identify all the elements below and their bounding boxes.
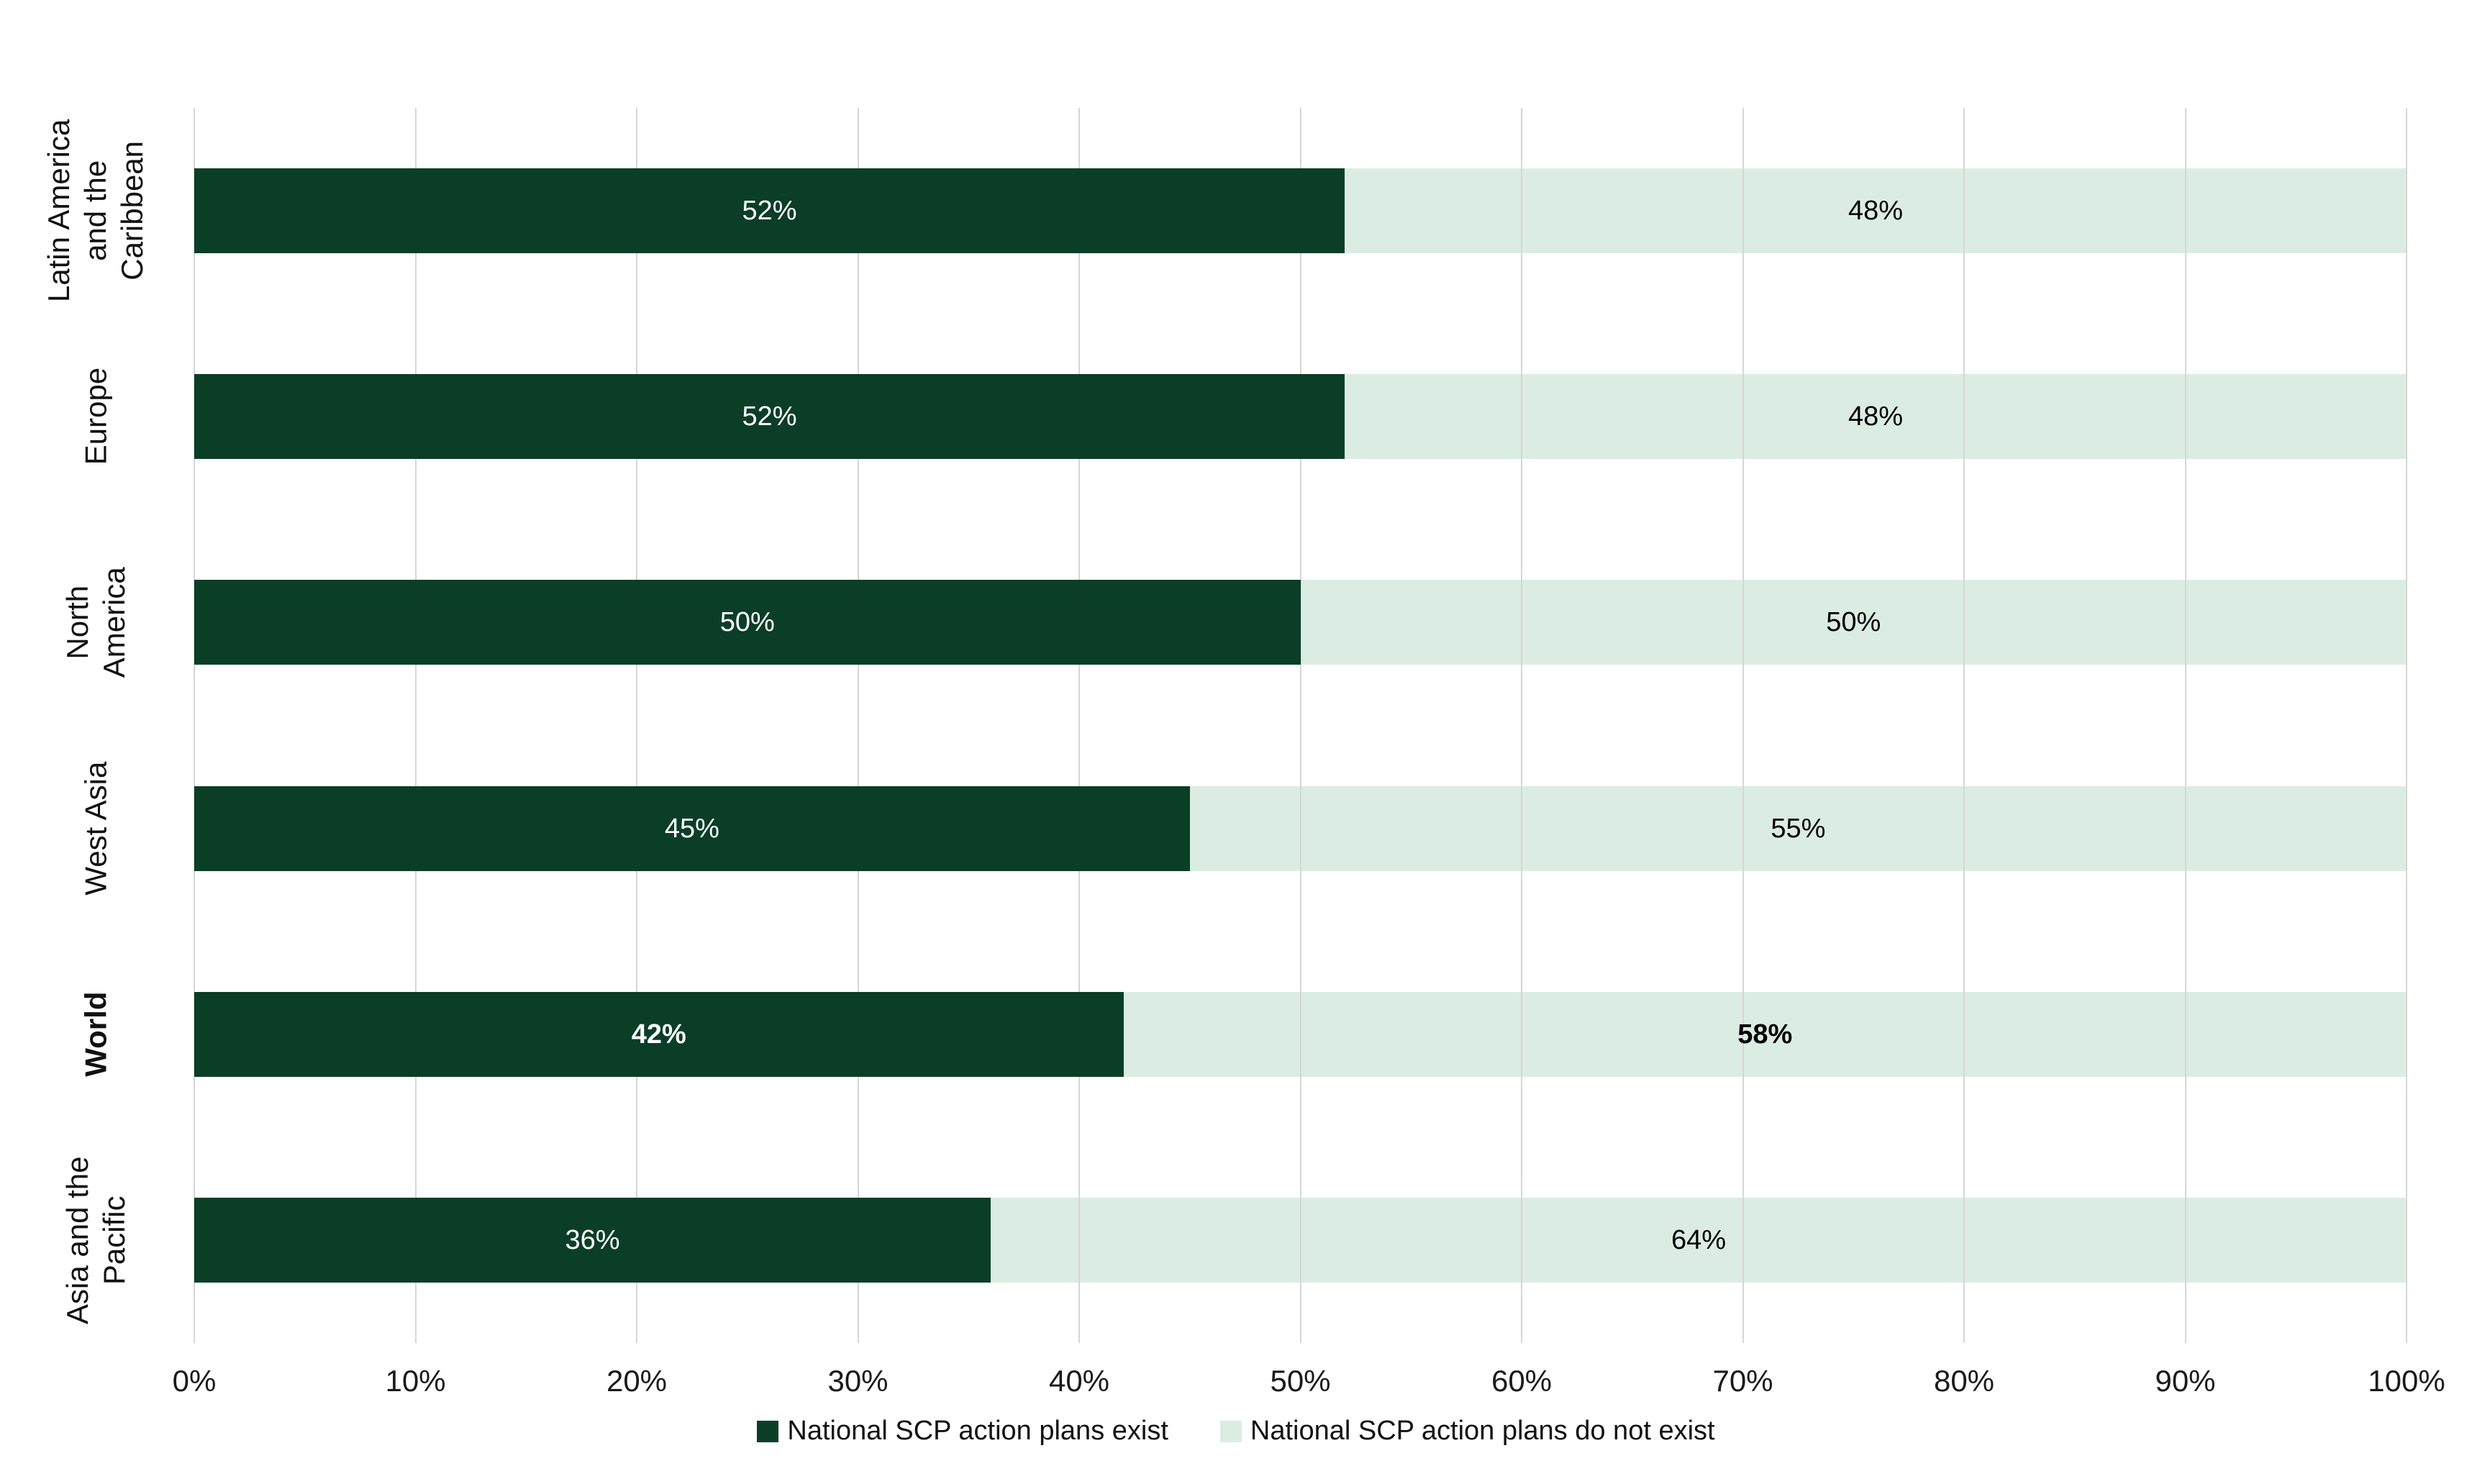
gridline (636, 108, 637, 1343)
gridline (1963, 108, 1965, 1343)
bar-value-label: 36% (565, 1224, 620, 1255)
x-axis-tick-30: 30% (827, 1364, 889, 1398)
bar-segment-plans-do-not-exist[interactable]: 58% (1123, 992, 2407, 1077)
bar-segment-plans-do-not-exist[interactable]: 48% (1345, 168, 2407, 253)
category-label-europe: Europe (4, 314, 188, 519)
plot-area: Latin America and the Caribbean 52% 48% Eu… (42, 108, 2445, 1398)
legend-item-plans-exist[interactable]: National SCP action plans exist (757, 1416, 1168, 1447)
chart-row-north-america: North America 50% 50% (60, 519, 2407, 725)
stacked-bar: 45% 55% (194, 786, 2407, 871)
bar-value-label: 48% (1848, 401, 1904, 432)
bar-segment-plans-exist[interactable]: 50% (194, 580, 1301, 665)
gridline (857, 108, 859, 1343)
bar-value-label: 48% (1848, 195, 1904, 226)
category-label-latin-america: Latin America and the Caribbean (4, 108, 188, 314)
bar-segment-plans-exist[interactable]: 45% (194, 786, 1190, 871)
legend-swatch-light-green (1219, 1420, 1242, 1442)
stacked-bar: 52% 48% (194, 374, 2407, 459)
bar-value-label: 42% (631, 1019, 686, 1050)
bar-value-label: 55% (1771, 813, 1826, 844)
x-axis-tick-0: 0% (172, 1364, 217, 1398)
category-label-text: Latin America and the Caribbean (42, 119, 150, 303)
category-label-text: West Asia (78, 762, 113, 896)
chart-row-asia-pacific: Asia and the Pacific 36% 64% (60, 1137, 2407, 1343)
legend-item-plans-do-not-exist[interactable]: National SCP action plans do not exist (1219, 1416, 1715, 1447)
gridline (1521, 108, 1522, 1343)
bar-value-label: 45% (664, 813, 719, 844)
category-label-text: Europe (78, 368, 113, 465)
bar-value-label: 52% (742, 401, 797, 432)
stacked-bar: 52% 48% (194, 168, 2407, 253)
category-label-north-america: North America (4, 519, 188, 725)
legend: National SCP action plans exist National… (0, 1416, 2472, 1447)
bar-value-label: 64% (1671, 1224, 1727, 1255)
chart-row-world: World 42% 58% (78, 932, 2407, 1137)
gridline (414, 108, 417, 1343)
category-label-text: Asia and the Pacific (60, 1156, 131, 1324)
bar-value-label: 50% (1826, 606, 1881, 637)
bar-segment-plans-do-not-exist[interactable]: 50% (1300, 580, 2407, 665)
gridline (194, 108, 195, 1343)
bar-value-label: 50% (719, 606, 775, 637)
x-axis-tick-70: 70% (1712, 1364, 1773, 1398)
x-axis-tick-40: 40% (1048, 1364, 1110, 1398)
gridline (2184, 108, 2186, 1343)
gridline (1299, 108, 1301, 1343)
x-axis-tick-90: 90% (2155, 1364, 2216, 1398)
bar-segment-plans-exist[interactable]: 42% (194, 992, 1124, 1077)
category-label-asia-pacific: Asia and the Pacific (4, 1137, 188, 1343)
gridline (1742, 108, 1744, 1343)
x-axis-tick-20: 20% (606, 1364, 668, 1398)
bar-segment-plans-do-not-exist[interactable]: 48% (1345, 374, 2407, 459)
x-axis-tick-10: 10% (385, 1364, 446, 1398)
gridline (1078, 108, 1080, 1343)
legend-label: National SCP action plans exist (787, 1416, 1168, 1446)
category-label-west-asia: West Asia (4, 726, 188, 932)
gridline (2406, 108, 2407, 1343)
chart-row-west-asia: West Asia 45% 55% (78, 726, 2407, 932)
bar-segment-plans-do-not-exist[interactable]: 55% (1189, 786, 2407, 871)
bar-segment-plans-exist[interactable]: 36% (194, 1198, 991, 1283)
legend-swatch-dark-green (757, 1420, 779, 1442)
bar-segment-plans-exist[interactable]: 52% (194, 168, 1345, 253)
stacked-bar: 42% 58% (194, 992, 2407, 1077)
x-axis-tick-60: 60% (1491, 1364, 1553, 1398)
x-axis-tick-80: 80% (1933, 1364, 1995, 1398)
bar-segment-plans-do-not-exist[interactable]: 64% (991, 1198, 2407, 1283)
stacked-bar: 50% 50% (194, 580, 2407, 665)
category-label-text: North America (60, 566, 131, 678)
x-axis-tick-50: 50% (1270, 1364, 1331, 1398)
category-label-text: World (78, 991, 113, 1078)
category-label-world: World (4, 932, 188, 1137)
bar-value-label: 58% (1737, 1019, 1793, 1050)
legend-label: National SCP action plans do not exist (1250, 1416, 1715, 1446)
bar-value-label: 52% (742, 195, 797, 226)
bar-segment-plans-exist[interactable]: 52% (194, 374, 1345, 459)
stacked-bar: 36% 64% (194, 1198, 2407, 1283)
x-axis-tick-100: 100% (2368, 1364, 2445, 1398)
